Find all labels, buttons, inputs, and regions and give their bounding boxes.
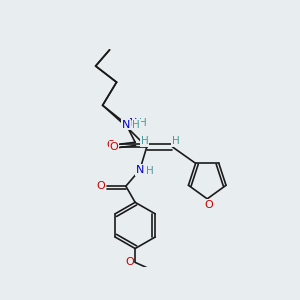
Text: N: N xyxy=(129,118,138,128)
Text: N: N xyxy=(122,120,130,130)
Text: O: O xyxy=(96,181,105,191)
Text: O: O xyxy=(125,257,134,267)
Text: H: H xyxy=(141,136,148,146)
Text: H: H xyxy=(146,166,153,176)
Text: H: H xyxy=(139,118,147,128)
Text: O: O xyxy=(106,140,115,150)
Text: H: H xyxy=(172,136,180,146)
Text: O: O xyxy=(204,200,213,210)
Text: N: N xyxy=(136,165,144,175)
Text: O: O xyxy=(110,142,118,152)
Text: H: H xyxy=(132,120,140,130)
